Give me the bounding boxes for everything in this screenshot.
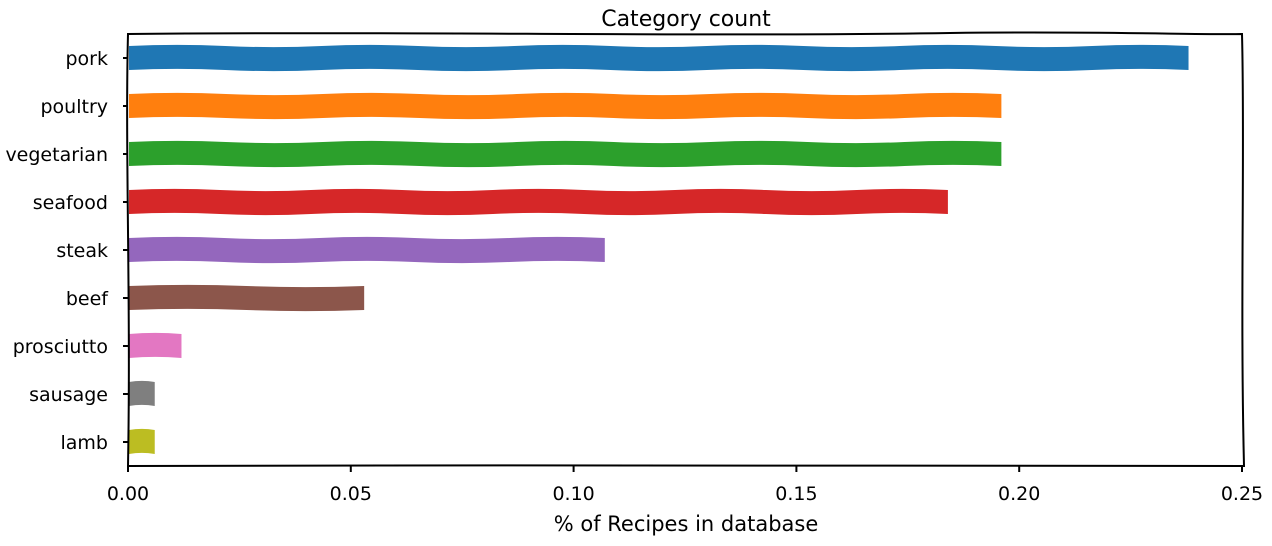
x-tick-label-0-25: 0.25 — [1221, 483, 1263, 505]
category-labels: pork poultry vegetarian seafood steak beef pro… — [5, 48, 128, 454]
category-label-prosciutto: prosciutto — [13, 336, 108, 358]
x-tick-label-0-10: 0.10 — [552, 483, 594, 505]
bar-poultry — [129, 92, 1002, 120]
bar-pork — [129, 44, 1189, 72]
x-tick-label-0-00: 0.00 — [107, 483, 149, 505]
bar-steak — [129, 236, 605, 264]
x-tick-label-0-15: 0.15 — [775, 483, 817, 505]
category-label-seafood: seafood — [33, 192, 108, 214]
bar-prosciutto — [129, 332, 182, 358]
x-tick-label-0-20: 0.20 — [998, 483, 1040, 505]
category-label-poultry: poultry — [40, 96, 108, 118]
chart-title: Category count — [601, 7, 771, 32]
category-label-beef: beef — [66, 288, 109, 310]
category-label-sausage: sausage — [29, 384, 108, 406]
x-axis-ticks: 0.00 0.05 0.10 0.15 0.20 0.25 — [107, 466, 1263, 505]
category-label-lamb: lamb — [61, 432, 109, 454]
x-tick-label-0-05: 0.05 — [330, 483, 372, 505]
bar-beef — [129, 284, 365, 312]
x-axis-label: % of Recipes in database — [554, 512, 819, 536]
bar-sausage — [129, 380, 155, 406]
bar-lamb — [129, 428, 155, 454]
category-label-pork: pork — [66, 48, 109, 70]
category-label-vegetarian: vegetarian — [5, 144, 108, 166]
bars-group — [129, 44, 1189, 454]
plot-frame — [126, 31, 1246, 468]
bar-seafood — [129, 188, 948, 216]
category-label-steak: steak — [56, 240, 108, 262]
bar-vegetarian — [129, 140, 1002, 168]
